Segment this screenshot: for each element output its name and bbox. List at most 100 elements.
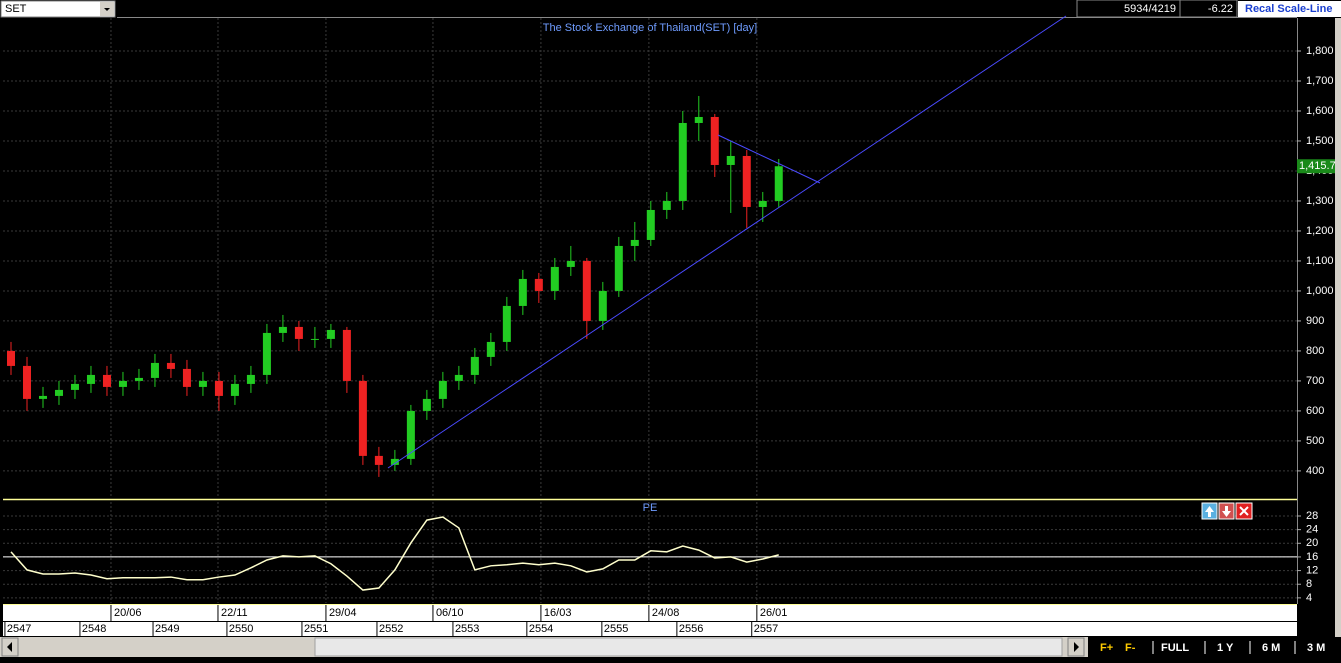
y-tick-label: 500 (1306, 435, 1324, 447)
candle-body (694, 116, 703, 123)
year-tick-label: 2556 (679, 623, 703, 635)
y-tick-label: 12 (1306, 564, 1318, 576)
last-price-box (1297, 159, 1335, 174)
candle-body (390, 458, 399, 465)
candle-body (230, 383, 239, 396)
candle-body (630, 239, 639, 246)
candle-body (182, 368, 191, 387)
candle-body (54, 389, 63, 396)
candle-body (214, 380, 223, 396)
y-tick-label: 24 (1306, 524, 1318, 536)
year-tick-label: 2554 (529, 623, 553, 635)
y-tick-label: 700 (1306, 375, 1324, 387)
button[interactable]: F- (1125, 642, 1136, 654)
candle-body (502, 305, 511, 342)
candle-body (550, 266, 559, 291)
candle-body (662, 200, 671, 210)
symbol: SET (5, 3, 27, 15)
side-panel (1335, 18, 1341, 637)
button[interactable]: 1 Y (1217, 642, 1234, 654)
year-tick-label: 2547 (7, 623, 31, 635)
change: -6.22 (1208, 3, 1233, 15)
y-tick-label: 900 (1306, 315, 1324, 327)
candle-body (534, 278, 543, 291)
symbol-box[interactable] (0, 0, 116, 18)
close-icon (1239, 506, 1249, 516)
candle-body (6, 350, 15, 366)
y-tick-label: 1,300 (1306, 195, 1334, 207)
arrow-right (1074, 642, 1079, 652)
candle-body (470, 356, 479, 375)
button[interactable]: F+ (1100, 642, 1113, 654)
dropdown-arrow (104, 8, 110, 11)
up-icon (1205, 506, 1214, 517)
x-tick-label: 06/10 (436, 607, 464, 619)
y-tick-label: 800 (1306, 345, 1324, 357)
change-box (1179, 0, 1238, 18)
y-tick-label: 8 (1306, 578, 1312, 590)
candle-body (374, 455, 383, 465)
year-tick-label: 2552 (379, 623, 403, 635)
candle-body (646, 209, 655, 240)
year-tick-label: 2549 (155, 623, 179, 635)
candle-body (486, 341, 495, 357)
candle-body (742, 155, 751, 207)
x-tick-label: 20/06 (114, 607, 142, 619)
last-price-label: 1,415.7 (1299, 160, 1336, 172)
candle-body (438, 380, 447, 399)
scroll-thumb[interactable] (314, 637, 1063, 657)
year-tick-label: 2551 (304, 623, 328, 635)
candle-body (598, 290, 607, 321)
y-tick-label: 400 (1306, 465, 1324, 477)
y-tick-label: 1,200 (1306, 225, 1334, 237)
candle-body (134, 377, 143, 381)
recal-button[interactable] (1238, 1, 1341, 17)
trend-line (387, 15, 1067, 469)
button[interactable]: 6 M (1262, 642, 1280, 654)
x-tick-label: 16/03 (544, 607, 572, 619)
candle-body (326, 329, 335, 339)
candle-body (198, 380, 207, 387)
down-icon (1222, 506, 1231, 517)
candle-body (518, 278, 527, 306)
candle-body (726, 155, 735, 165)
year-tick-label: 2550 (229, 623, 253, 635)
y-tick-label: 20 (1306, 537, 1318, 549)
year-tick-label: 2557 (754, 623, 778, 635)
pe-title: PE (643, 502, 658, 514)
candle-body (118, 380, 127, 387)
candle-body (774, 166, 783, 201)
candle-body (342, 329, 351, 381)
candle-body (582, 260, 591, 321)
candle-body (150, 362, 159, 378)
candle-body (358, 380, 367, 456)
y-tick-label: 1,500 (1306, 135, 1334, 147)
x-tick-label: 24/08 (652, 607, 680, 619)
pe-line (10, 516, 779, 591)
y-tick-label: 600 (1306, 405, 1324, 417)
date-row (3, 605, 1297, 621)
candle-body (246, 374, 255, 384)
candle-body (406, 410, 415, 459)
candle-body (454, 374, 463, 381)
x-tick-label: 22/11 (221, 607, 248, 619)
button-bar (1088, 637, 1341, 657)
y-tick-label: 1,700 (1306, 75, 1334, 87)
y-tick-label: 1,000 (1306, 285, 1334, 297)
button[interactable]: FULL (1161, 642, 1189, 654)
button[interactable]: 3 M (1307, 642, 1325, 654)
candle-body (70, 383, 79, 390)
year-row (3, 621, 1297, 636)
candle-body (166, 362, 175, 369)
candle-body (86, 374, 95, 384)
candle-body (38, 395, 47, 399)
candle-body (262, 332, 271, 375)
candle-body (422, 398, 431, 411)
plot-layer: 400 500 600 700 800 900 1,000 1,100 1,200 1,300 1,… (3, 18, 1334, 604)
year-tick-label: 2553 (455, 623, 479, 635)
y-tick-label: 1,600 (1306, 105, 1334, 117)
candle-body (566, 260, 575, 267)
candle-body (758, 200, 767, 207)
